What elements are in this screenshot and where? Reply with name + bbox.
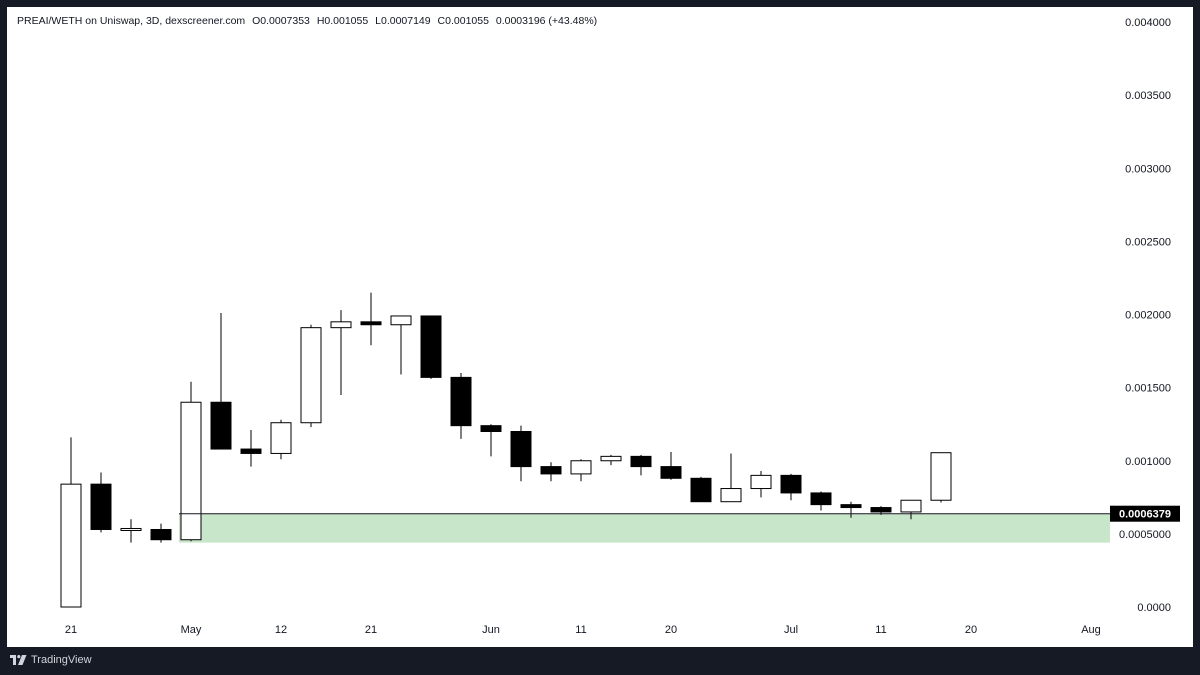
ohlc-low: L0.0007149	[375, 15, 431, 27]
candle-body-up	[270, 422, 292, 454]
candle-body-up	[120, 527, 142, 531]
candle-body-up	[390, 315, 412, 326]
x-tick-label: Aug	[1081, 624, 1101, 636]
candle-body-up	[570, 460, 592, 475]
y-tick-label: 0.004000	[1125, 17, 1171, 29]
candle-body-down	[540, 466, 562, 475]
ohlc-high: H0.001055	[316, 15, 369, 27]
candle-body-down	[360, 321, 382, 326]
chart-legend: PREAI/WETH on Uniswap, 3D, dexscreener.c…	[17, 15, 601, 27]
y-tick-label: 0.003500	[1125, 90, 1171, 102]
candle-body-down	[810, 492, 832, 506]
candle-body-up	[180, 401, 202, 541]
x-tick-label: 11	[875, 624, 886, 636]
candle-body-down	[90, 483, 112, 530]
x-tick-label: 11	[575, 624, 586, 636]
candle-body-down	[210, 401, 232, 450]
tradingview-branding[interactable]: TradingView	[10, 652, 92, 668]
symbol-title: PREAI/WETH on Uniswap, 3D, dexscreener.c…	[17, 15, 246, 27]
candle-body-down	[840, 504, 862, 509]
candle-body-down	[510, 431, 532, 468]
candle-body-up	[750, 474, 772, 490]
price-label-box	[1110, 505, 1180, 522]
chart-frame[interactable]: 0.0006379 0.004000 0.003500 0.003000 0.0025…	[7, 7, 1193, 647]
candle-body-down	[690, 477, 712, 503]
y-tick-label: 0.001500	[1125, 383, 1171, 395]
x-tick-label: May	[181, 624, 202, 636]
x-tick-label: Jul	[784, 624, 798, 636]
y-tick-label: 0.002000	[1125, 310, 1171, 322]
candle-body-down	[420, 315, 442, 378]
y-tick-label: 0.002500	[1125, 236, 1171, 248]
ohlc-open: O0.0007353	[252, 15, 310, 27]
candle-body-down	[240, 448, 262, 454]
candle-body-down	[660, 466, 682, 479]
candle-body-up	[300, 327, 322, 424]
y-tick-label: 0.001000	[1125, 456, 1171, 468]
candle-body-down	[450, 376, 472, 427]
candle-body-up	[900, 499, 922, 513]
candle-body-up	[930, 452, 952, 501]
support-zone	[179, 513, 1110, 543]
ohlc-close: C0.001055	[437, 15, 489, 27]
tradingview-logo-icon	[10, 655, 27, 665]
x-tick-label: 21	[65, 624, 77, 636]
candle-body-down	[780, 474, 802, 494]
x-tick-label: Jun	[482, 624, 500, 636]
candle-body-down	[480, 425, 502, 432]
candle-body-down	[870, 507, 892, 513]
price-change: 0.0003196 (+43.48%)	[495, 15, 598, 27]
candle-body-up	[600, 455, 622, 462]
price-chart[interactable]: 0.0006379 0.004000 0.003500 0.003000 0.0025…	[7, 7, 1193, 647]
candle-body-up	[720, 488, 742, 503]
tradingview-brand-text: TradingView	[31, 654, 92, 666]
candle-body-up	[60, 483, 82, 608]
x-tick-label: 20	[665, 624, 677, 636]
candle-body-down	[630, 455, 652, 468]
x-tick-label: 21	[365, 624, 377, 636]
y-tick-label: 0.0000	[1137, 602, 1171, 614]
y-tick-label: 0.0005000	[1119, 529, 1171, 541]
candle-body-down	[150, 528, 172, 541]
x-tick-label: 20	[965, 624, 977, 636]
y-tick-label: 0.003000	[1125, 163, 1171, 175]
price-label-text: 0.0006379	[1119, 509, 1171, 521]
x-tick-label: 12	[275, 624, 287, 636]
candle-body-up	[330, 321, 352, 329]
